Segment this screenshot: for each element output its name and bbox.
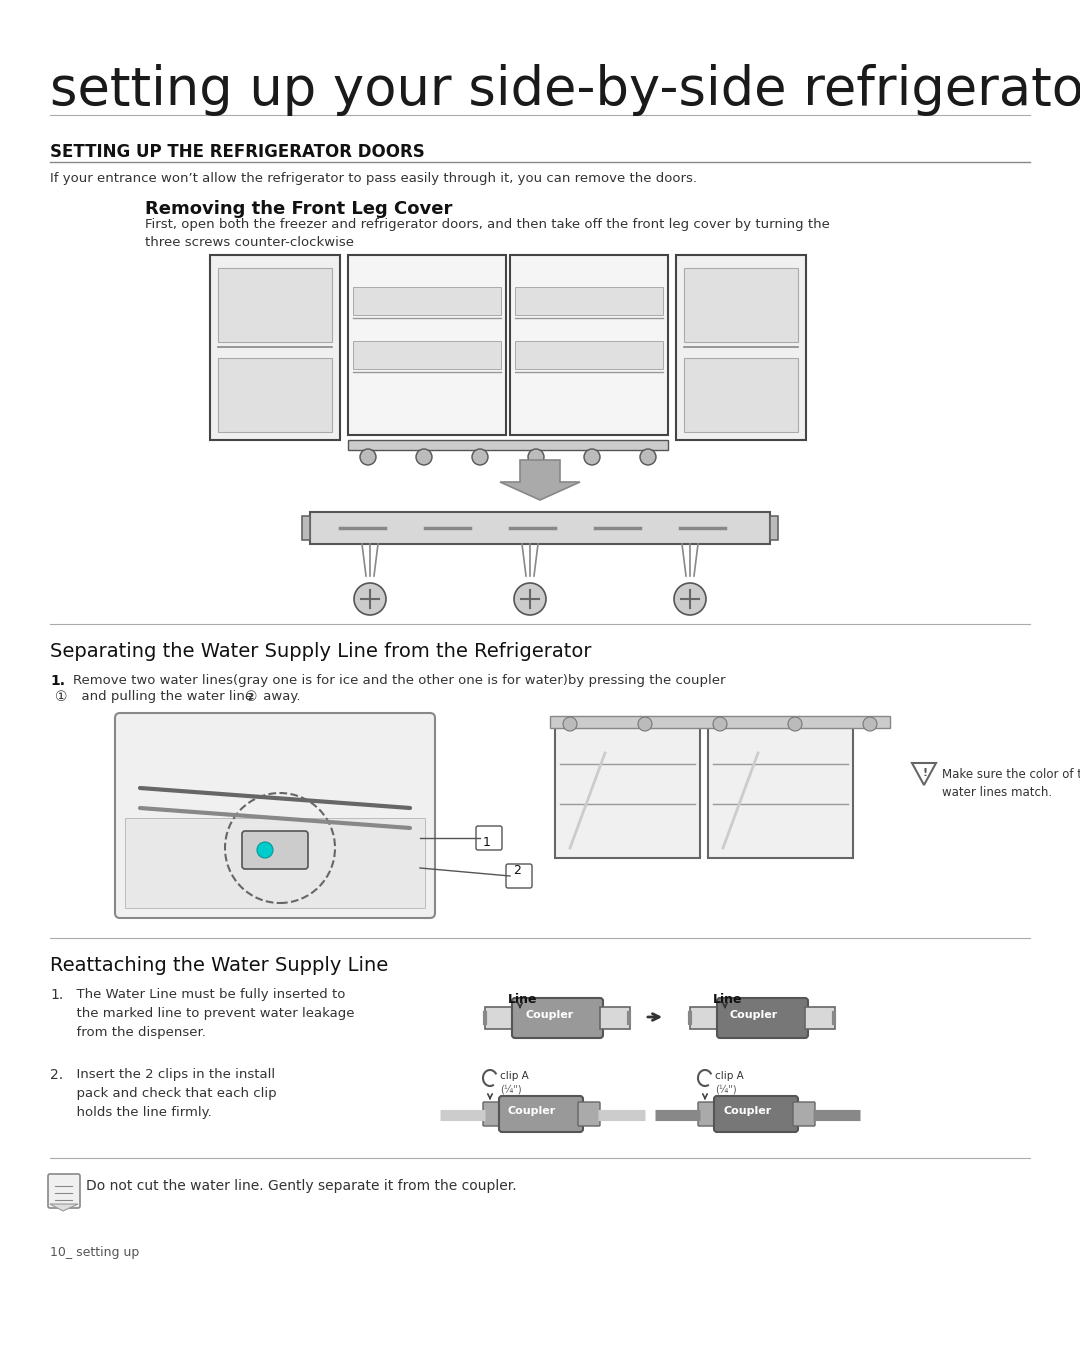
FancyBboxPatch shape [578, 1102, 600, 1126]
FancyBboxPatch shape [499, 1095, 583, 1132]
Text: clip A: clip A [715, 1071, 744, 1081]
Circle shape [638, 718, 652, 731]
FancyBboxPatch shape [793, 1102, 815, 1126]
Circle shape [788, 718, 802, 731]
FancyBboxPatch shape [600, 1006, 630, 1029]
Text: (¼"): (¼") [500, 1085, 522, 1094]
FancyBboxPatch shape [242, 831, 308, 869]
FancyBboxPatch shape [483, 1102, 505, 1126]
FancyBboxPatch shape [114, 714, 435, 919]
Text: Do not cut the water line. Gently separate it from the coupler.: Do not cut the water line. Gently separa… [86, 1179, 516, 1193]
Text: 2: 2 [513, 865, 521, 877]
Text: clip A: clip A [500, 1071, 529, 1081]
FancyBboxPatch shape [805, 1006, 835, 1029]
FancyBboxPatch shape [676, 255, 806, 440]
FancyBboxPatch shape [507, 863, 532, 888]
Text: away.: away. [259, 689, 300, 703]
FancyBboxPatch shape [717, 998, 808, 1037]
Circle shape [354, 583, 386, 615]
Text: Separating the Water Supply Line from the Refrigerator: Separating the Water Supply Line from th… [50, 642, 592, 661]
Text: 2.: 2. [50, 1068, 63, 1082]
Text: (¼"): (¼") [715, 1085, 737, 1094]
Text: Removing the Front Leg Cover: Removing the Front Leg Cover [145, 200, 453, 219]
FancyBboxPatch shape [48, 1174, 80, 1207]
Text: Coupler: Coupler [730, 1010, 779, 1020]
Text: Line: Line [713, 993, 743, 1006]
FancyBboxPatch shape [310, 513, 770, 544]
Text: Make sure the color of the
water lines match.: Make sure the color of the water lines m… [942, 768, 1080, 799]
Circle shape [713, 718, 727, 731]
FancyBboxPatch shape [485, 1006, 515, 1029]
Text: 1: 1 [483, 836, 491, 850]
FancyBboxPatch shape [690, 1006, 720, 1029]
Text: ①: ① [55, 689, 67, 704]
Polygon shape [912, 764, 936, 785]
Text: Coupler: Coupler [723, 1106, 771, 1116]
Text: Line: Line [508, 993, 538, 1006]
Text: Coupler: Coupler [508, 1106, 556, 1116]
Circle shape [416, 449, 432, 465]
Circle shape [472, 449, 488, 465]
Circle shape [528, 449, 544, 465]
Text: First, open both the freezer and refrigerator doors, and then take off the front: First, open both the freezer and refrige… [145, 219, 829, 250]
FancyBboxPatch shape [302, 517, 310, 540]
Text: !: ! [923, 768, 928, 778]
FancyBboxPatch shape [714, 1095, 798, 1132]
FancyBboxPatch shape [510, 255, 669, 434]
Text: If your entrance won’t allow the refrigerator to pass easily through it, you can: If your entrance won’t allow the refrige… [50, 173, 697, 185]
FancyBboxPatch shape [218, 357, 332, 432]
Circle shape [640, 449, 656, 465]
FancyBboxPatch shape [550, 718, 890, 867]
Text: 1.: 1. [50, 674, 65, 688]
FancyBboxPatch shape [348, 255, 507, 434]
Text: setting up your side-by-side refrigerator: setting up your side-by-side refrigerato… [50, 63, 1080, 116]
Text: The Water Line must be fully inserted to
  the marked line to prevent water leak: The Water Line must be fully inserted to… [68, 987, 354, 1039]
FancyBboxPatch shape [555, 723, 700, 858]
Text: Insert the 2 clips in the install
  pack and check that each clip
  holds the li: Insert the 2 clips in the install pack a… [68, 1068, 276, 1120]
Circle shape [584, 449, 600, 465]
Text: Reattaching the Water Supply Line: Reattaching the Water Supply Line [50, 956, 388, 975]
Circle shape [674, 583, 706, 615]
Circle shape [257, 842, 273, 858]
Text: and pulling the water line: and pulling the water line [73, 689, 253, 703]
FancyBboxPatch shape [770, 517, 778, 540]
FancyBboxPatch shape [512, 998, 603, 1037]
FancyBboxPatch shape [698, 1102, 720, 1126]
FancyBboxPatch shape [476, 826, 502, 850]
FancyBboxPatch shape [353, 341, 501, 370]
FancyBboxPatch shape [210, 255, 340, 440]
Polygon shape [500, 460, 580, 500]
FancyBboxPatch shape [218, 268, 332, 343]
FancyBboxPatch shape [708, 723, 853, 858]
Text: SETTING UP THE REFRIGERATOR DOORS: SETTING UP THE REFRIGERATOR DOORS [50, 143, 424, 161]
FancyBboxPatch shape [684, 357, 798, 432]
FancyBboxPatch shape [550, 716, 890, 728]
Circle shape [863, 718, 877, 731]
Text: ②: ② [245, 689, 257, 704]
Circle shape [360, 449, 376, 465]
FancyBboxPatch shape [353, 287, 501, 316]
Text: Remove two water lines(gray one is for ice and the other one is for water)by pre: Remove two water lines(gray one is for i… [73, 674, 726, 687]
FancyBboxPatch shape [125, 817, 426, 908]
FancyBboxPatch shape [515, 287, 663, 316]
Polygon shape [50, 1205, 78, 1211]
Text: Coupler: Coupler [525, 1010, 573, 1020]
FancyBboxPatch shape [348, 440, 669, 451]
Text: 1.: 1. [50, 987, 64, 1002]
Circle shape [563, 718, 577, 731]
Text: 10_ setting up: 10_ setting up [50, 1246, 139, 1259]
FancyBboxPatch shape [684, 268, 798, 343]
FancyBboxPatch shape [515, 341, 663, 370]
Circle shape [514, 583, 546, 615]
